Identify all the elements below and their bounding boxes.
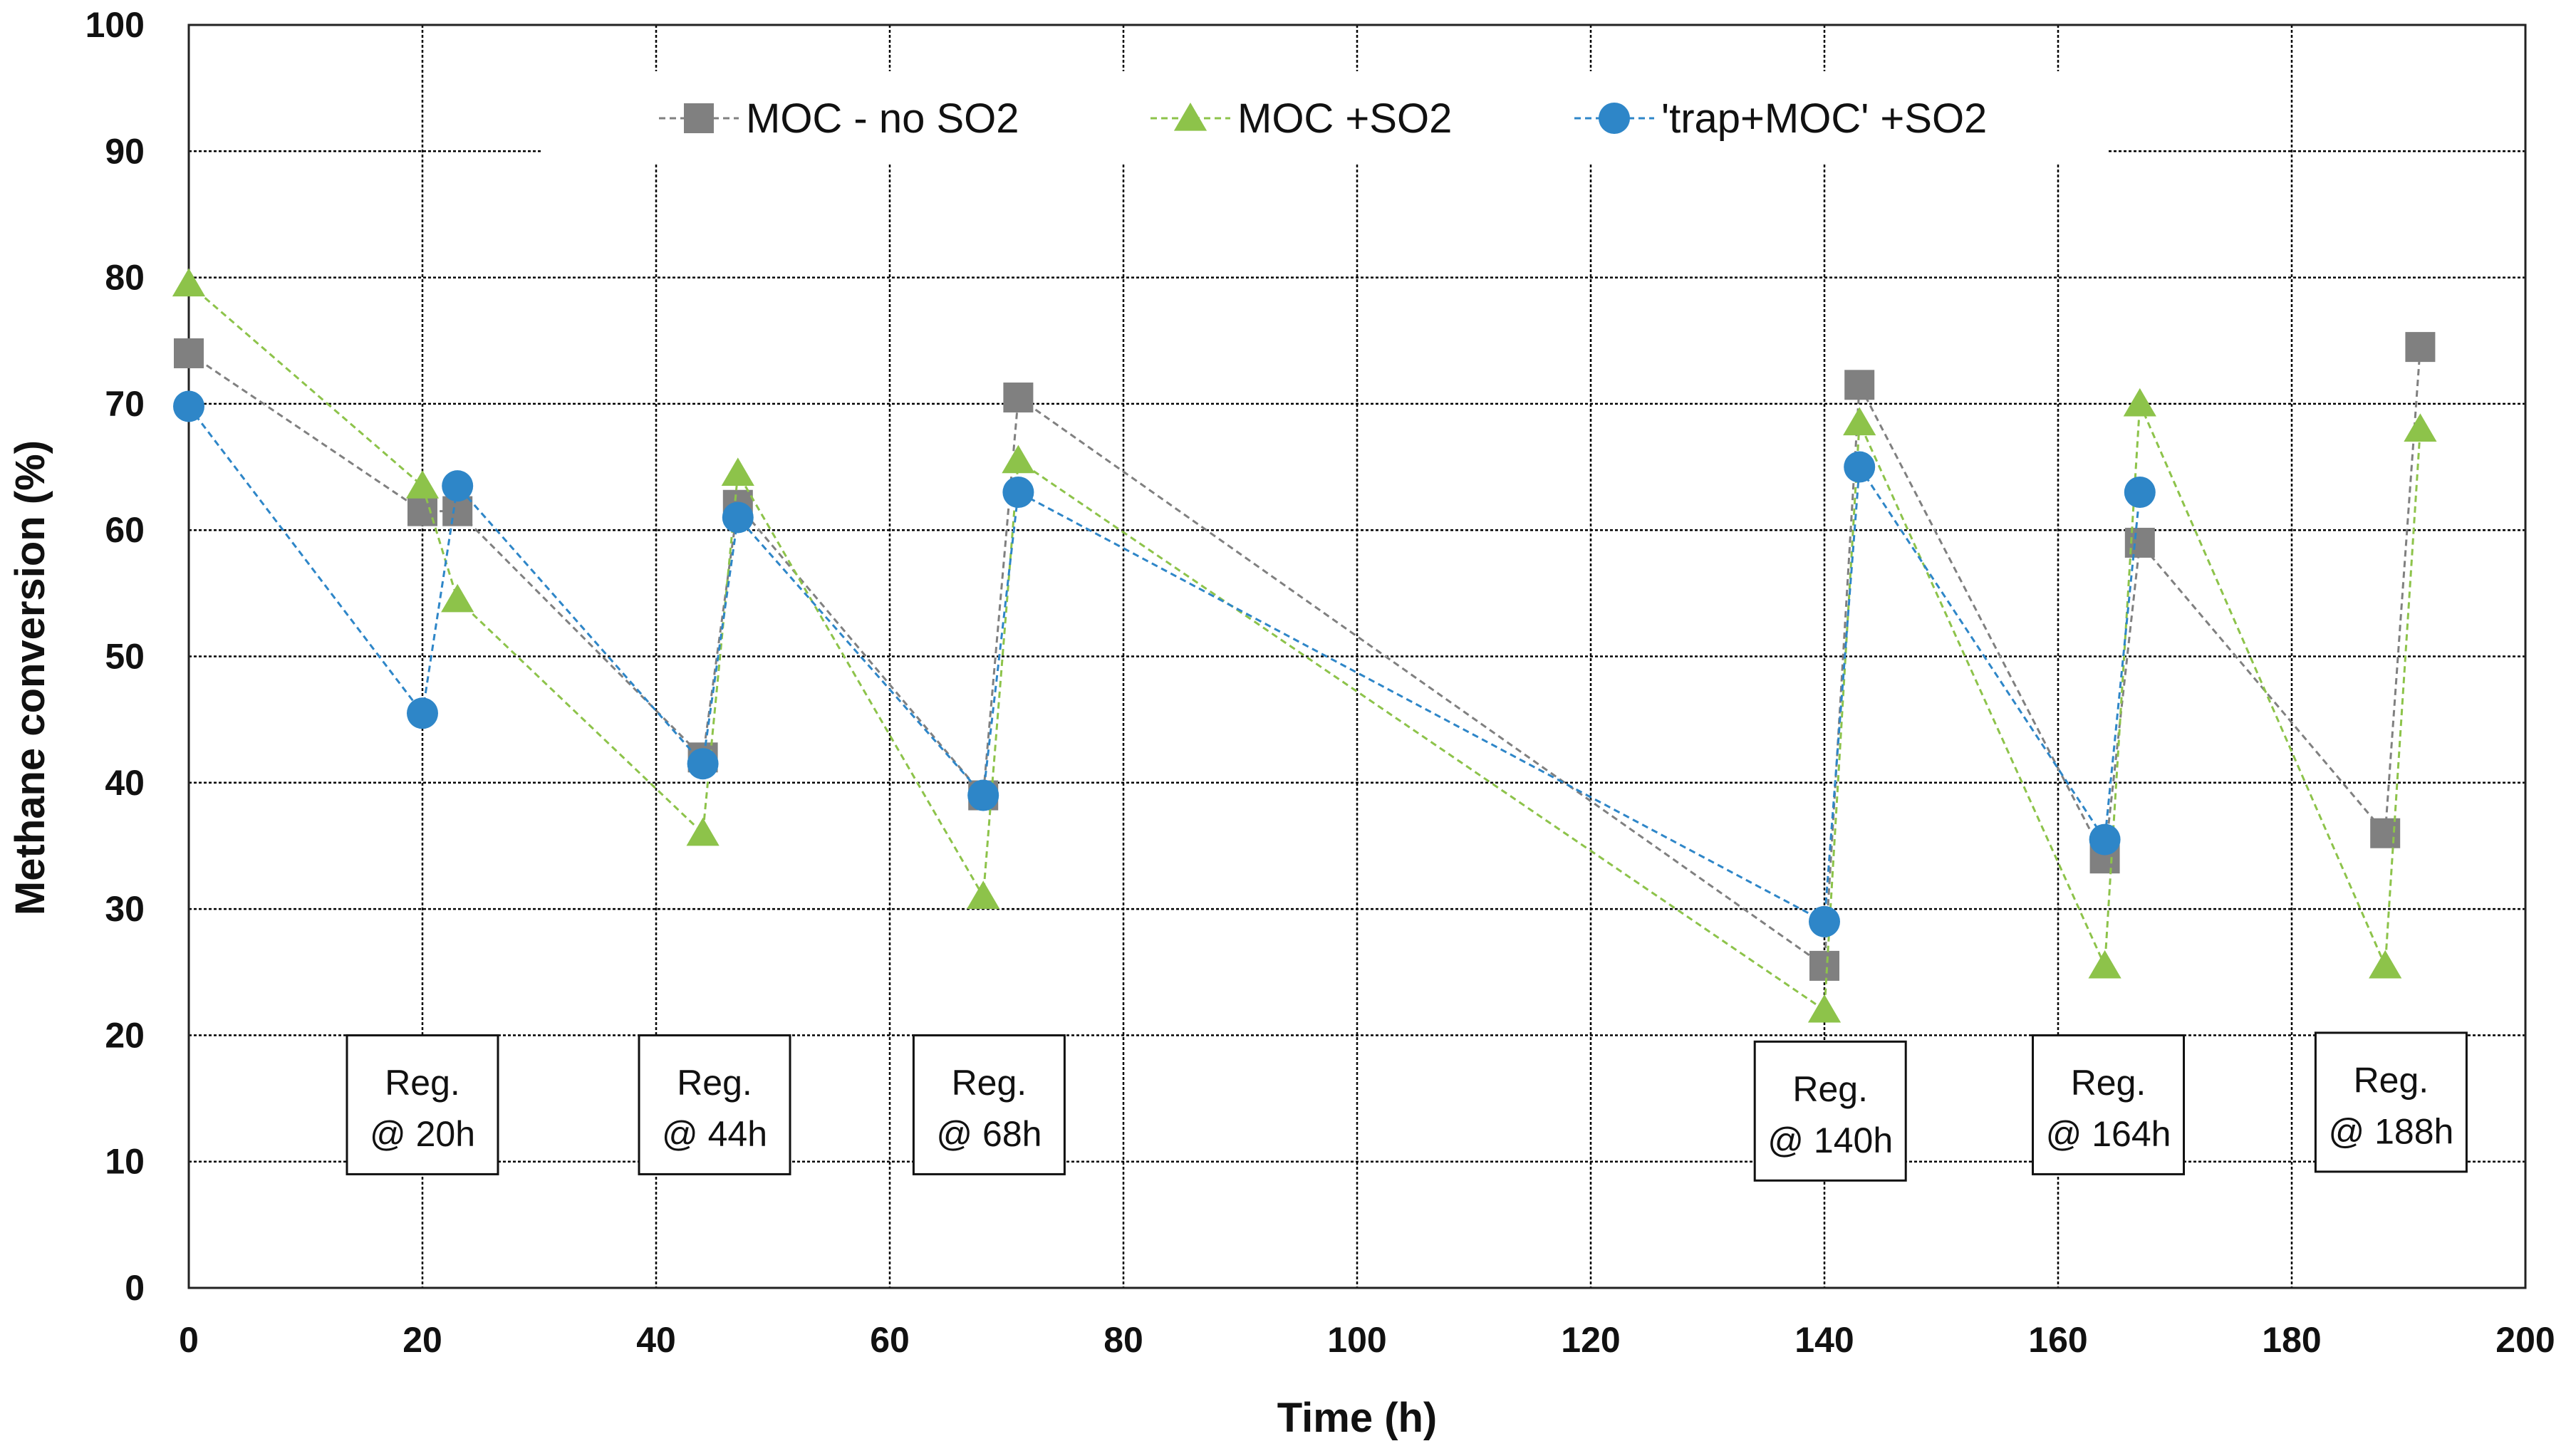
series-2-point-4 <box>722 501 754 534</box>
series-2-point-8 <box>1844 451 1876 483</box>
annotation-0: Reg. @ 20h <box>346 1034 499 1175</box>
series-2 <box>173 390 2156 937</box>
y-tick-label-40: 40 <box>105 763 145 803</box>
annotation-line2-4: @ 164h <box>2046 1114 2171 1154</box>
annotation-box-4 <box>2032 1034 2186 1175</box>
series-0-point-6 <box>1003 383 1034 413</box>
annotation-5: Reg. @ 188h <box>2314 1031 2468 1173</box>
legend-item-2: 'trap+MOC' +SO2 <box>1574 95 1987 142</box>
legend-marker-2 <box>1599 103 1630 134</box>
series-1-point-2 <box>441 583 474 613</box>
annotation-line2-2: @ 68h <box>936 1114 1042 1154</box>
x-tick-label-160: 160 <box>2028 1320 2087 1360</box>
tick-labels: 0 10 20 30 40 50 60 70 80 90 100 0 20 40 60 80 100 120 140… <box>85 5 2555 1360</box>
x-tick-label-80: 80 <box>1103 1320 1143 1360</box>
y-tick-label-90: 90 <box>105 131 145 171</box>
annotation-line2-1: @ 44h <box>662 1114 767 1154</box>
y-tick-label-100: 100 <box>85 5 145 45</box>
series-0-point-10 <box>2124 527 2155 558</box>
series-1-point-10 <box>2123 388 2156 417</box>
y-tick-label-70: 70 <box>105 384 145 424</box>
annotation-box-5 <box>2314 1031 2468 1173</box>
x-tick-label-0: 0 <box>179 1320 199 1360</box>
series-2-point-10 <box>2124 477 2156 509</box>
plot-frame <box>187 24 2527 1289</box>
x-tick-label-20: 20 <box>402 1320 442 1360</box>
x-tick-label-40: 40 <box>636 1320 676 1360</box>
series-0-point-0 <box>174 338 204 368</box>
series-1-point-7 <box>1807 994 1842 1023</box>
legend-background <box>541 71 2109 164</box>
annotation-line1-0: Reg. <box>385 1063 460 1103</box>
y-tick-label-80: 80 <box>105 258 145 298</box>
legend-item-0: MOC - no SO2 <box>659 95 1019 142</box>
annotation-box-1 <box>638 1034 791 1175</box>
annotation-box-3 <box>1753 1040 1907 1182</box>
annotation-1: Reg. @ 44h <box>638 1034 791 1175</box>
series-0-point-12 <box>2405 332 2436 363</box>
series-1-point-3 <box>686 817 720 846</box>
series-2-point-1 <box>407 697 438 729</box>
legend-label-1: MOC +SO2 <box>1237 95 1452 142</box>
annotation-line2-5: @ 188h <box>2328 1111 2453 1151</box>
series-2-point-9 <box>2089 823 2121 856</box>
y-tick-label-30: 30 <box>105 889 145 929</box>
annotation-line1-4: Reg. <box>2071 1063 2146 1103</box>
series-1-point-9 <box>2088 950 2121 979</box>
x-tick-label-200: 200 <box>2495 1320 2555 1360</box>
legend-item-1: MOC +SO2 <box>1151 95 1452 142</box>
series-2-point-5 <box>967 779 999 811</box>
annotation-line1-5: Reg. <box>2354 1060 2429 1100</box>
series-1-point-1 <box>405 470 440 499</box>
y-tick-label-50: 50 <box>105 637 145 677</box>
series-1-point-8 <box>1843 407 1876 436</box>
y-axis-title: Methane conversion (%) <box>7 440 53 915</box>
series-2-point-0 <box>173 390 204 422</box>
series-0-point-8 <box>1844 370 1875 400</box>
annotation-line2-0: @ 20h <box>370 1114 475 1154</box>
annotation-2: Reg. @ 68h <box>912 1034 1066 1175</box>
y-tick-label-20: 20 <box>105 1015 145 1055</box>
series-1-point-4 <box>721 457 754 487</box>
series-2-point-2 <box>442 470 474 502</box>
series-1-point-11 <box>2369 950 2402 979</box>
annotation-box-0 <box>346 1034 499 1175</box>
y-tick-label-10: 10 <box>105 1142 145 1182</box>
x-tick-label-180: 180 <box>2262 1320 2321 1360</box>
x-axis-title: Time (h) <box>1277 1395 1438 1441</box>
series-2-point-3 <box>687 748 719 780</box>
annotation-line2-3: @ 140h <box>1767 1120 1893 1160</box>
series-1-point-0 <box>172 268 206 297</box>
legend-label-0: MOC - no SO2 <box>746 95 1019 142</box>
series-0-point-7 <box>1809 950 1839 981</box>
x-tick-label-120: 120 <box>1561 1320 1620 1360</box>
x-tick-label-140: 140 <box>1794 1320 1854 1360</box>
series-0-point-11 <box>2370 818 2401 848</box>
legend-marker-0 <box>684 103 714 133</box>
series-1-point-12 <box>2404 413 2437 442</box>
annotation-4: Reg. @ 164h <box>2032 1034 2186 1175</box>
annotation-line1-2: Reg. <box>952 1063 1027 1103</box>
legend-marker-1 <box>1173 103 1207 131</box>
y-tick-label-0: 0 <box>125 1268 145 1308</box>
x-tick-label-60: 60 <box>870 1320 910 1360</box>
series-1-point-6 <box>1002 444 1035 474</box>
series-1-point-5 <box>967 880 1000 909</box>
x-tick-label-100: 100 <box>1327 1320 1386 1360</box>
series-2-point-7 <box>1809 905 1840 937</box>
annotation-line1-3: Reg. <box>1792 1069 1868 1109</box>
y-tick-label-60: 60 <box>105 510 145 550</box>
annotation-line1-1: Reg. <box>677 1063 752 1103</box>
series-1 <box>172 268 2437 1023</box>
axes <box>187 24 2527 1289</box>
legend-label-2: 'trap+MOC' +SO2 <box>1661 95 1987 142</box>
series-2-point-6 <box>1002 477 1034 509</box>
annotation-box-2 <box>912 1034 1066 1175</box>
annotation-3: Reg. @ 140h <box>1753 1040 1907 1182</box>
data-series <box>172 268 2437 1023</box>
legend: MOC - no SO2 MOC +SO2 'trap+MOC' +SO2 <box>541 71 2109 164</box>
